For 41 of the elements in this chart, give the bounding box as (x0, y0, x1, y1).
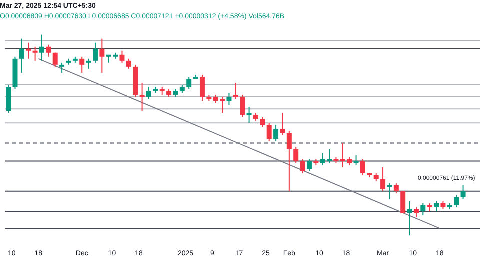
candlestick (86, 58, 92, 70)
candlestick (100, 38, 105, 74)
candlestick (46, 44, 52, 58)
candlestick (226, 92, 232, 106)
candlestick (286, 130, 292, 192)
candlestick (60, 62, 65, 74)
candlestick (26, 42, 32, 60)
candlestick (454, 194, 460, 208)
candlestick (32, 46, 38, 62)
candlestick (354, 154, 359, 166)
candlestick (260, 116, 266, 128)
candlestick (414, 206, 419, 218)
candlestick (120, 50, 125, 64)
candlestick (186, 76, 192, 90)
candlestick (126, 58, 132, 70)
candlestick (420, 202, 426, 216)
candlestick (266, 122, 272, 142)
candlestick (140, 82, 145, 112)
candlestick (387, 182, 392, 200)
candlestick (407, 200, 412, 236)
candlestick (460, 184, 466, 200)
candlestick (246, 106, 252, 124)
candlestick (400, 190, 406, 214)
candlestick (360, 158, 366, 176)
candlestick (294, 146, 299, 164)
candlestick (240, 94, 246, 118)
candlestick (274, 124, 279, 142)
candlestick (52, 52, 58, 68)
candlestick (233, 82, 238, 100)
candlestick (300, 158, 306, 174)
candlestick (306, 158, 312, 172)
candlestick (146, 86, 152, 100)
candlestick (394, 182, 399, 194)
candlestick (200, 74, 205, 102)
candlestick (39, 34, 44, 62)
candlestick (80, 56, 85, 74)
candlestick (19, 38, 24, 74)
candlestick (280, 112, 286, 136)
candlestick (434, 200, 440, 212)
candlestick (92, 42, 98, 64)
candlestick (380, 166, 386, 192)
